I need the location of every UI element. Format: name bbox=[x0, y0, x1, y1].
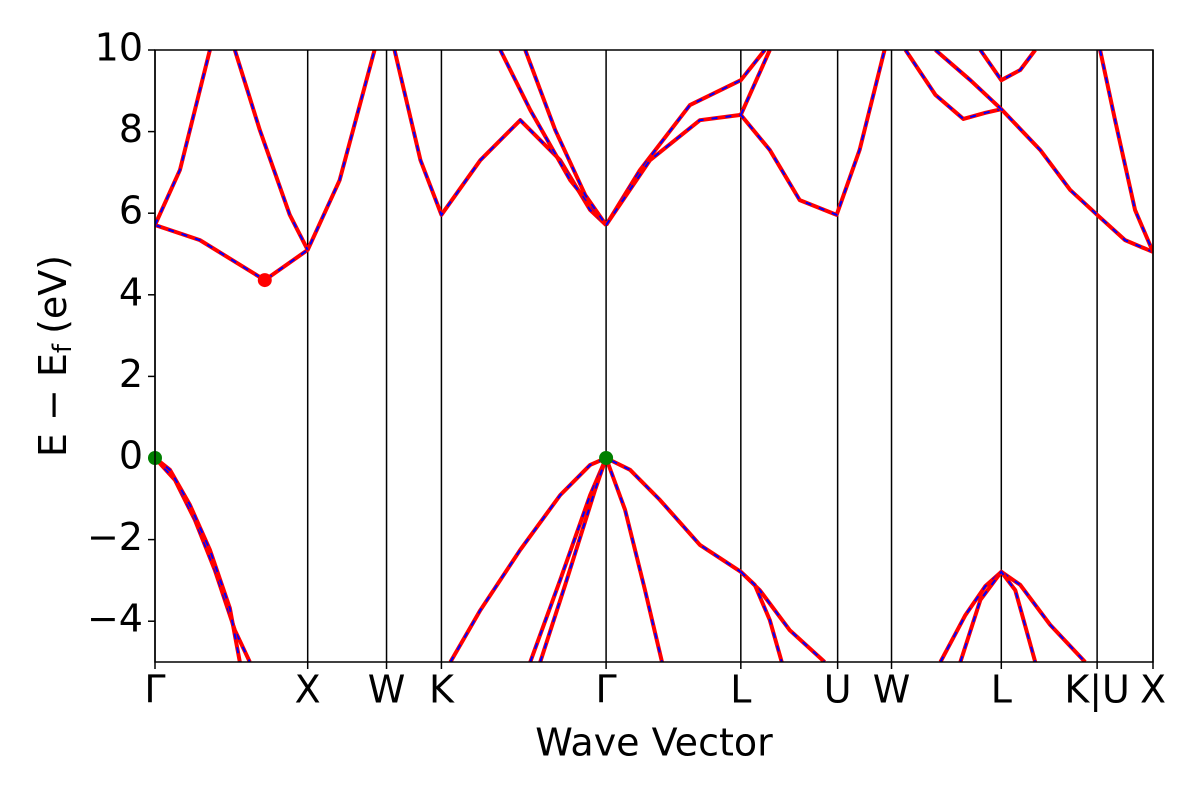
y-axis-label: E − Ef (eV) bbox=[31, 255, 78, 457]
x-tick-label: K|U bbox=[1064, 668, 1130, 713]
band-line-dashed bbox=[524, 50, 607, 226]
y-tick-label: 6 bbox=[119, 189, 143, 233]
x-axis-label: Wave Vector bbox=[535, 721, 773, 765]
band-line-dashed bbox=[1099, 50, 1153, 253]
y-tick-label: −4 bbox=[87, 597, 143, 641]
x-tick-label: U bbox=[824, 668, 852, 712]
x-tick-label: W bbox=[368, 668, 406, 712]
y-tick-label: 0 bbox=[119, 434, 143, 478]
band-line-dashed bbox=[233, 50, 309, 251]
band-line bbox=[958, 569, 1038, 662]
y-tick-label: 8 bbox=[119, 107, 143, 151]
band-line bbox=[232, 50, 310, 251]
band-line-dashed bbox=[155, 457, 251, 662]
band-line-dashed bbox=[739, 50, 771, 116]
x-tick-label: L bbox=[730, 668, 751, 712]
band-line-dashed bbox=[449, 456, 826, 662]
band-line-dashed bbox=[539, 457, 608, 662]
y-label-subscript: f bbox=[48, 343, 78, 353]
plot-area bbox=[155, 50, 1153, 662]
band-line-dashed bbox=[605, 50, 886, 226]
band-line bbox=[155, 456, 242, 662]
band-line-dashed bbox=[155, 50, 211, 226]
y-tick-label: −2 bbox=[87, 515, 143, 559]
band-line-dashed bbox=[393, 50, 607, 226]
band-line bbox=[604, 457, 664, 662]
band-line bbox=[155, 50, 377, 283]
extremum-marker bbox=[257, 273, 272, 288]
x-tick-label: L bbox=[991, 668, 1012, 712]
y-tick-label: 4 bbox=[119, 270, 143, 314]
band-line bbox=[392, 50, 608, 227]
band-line bbox=[155, 50, 212, 226]
x-tick-label: X bbox=[1140, 668, 1166, 712]
band-line-dashed bbox=[740, 571, 783, 662]
plot-frame bbox=[154, 49, 1154, 663]
band-line bbox=[739, 570, 784, 662]
band-line-dashed bbox=[959, 570, 1037, 662]
band-line bbox=[903, 50, 1153, 254]
band-line-dashed bbox=[979, 50, 1037, 82]
band-line-dashed bbox=[934, 50, 1002, 110]
band-line-dashed bbox=[155, 457, 241, 662]
x-tick-label: Γ bbox=[144, 668, 165, 712]
band-line-dashed bbox=[939, 570, 1086, 662]
band-line-dashed bbox=[499, 50, 607, 226]
band-line bbox=[1098, 50, 1153, 253]
y-tick-label: 2 bbox=[119, 352, 143, 396]
y-label-text: E − E bbox=[31, 353, 75, 457]
band-line-dashed bbox=[904, 50, 1153, 253]
x-tick-label: K bbox=[429, 668, 455, 712]
extremum-marker bbox=[599, 451, 614, 465]
y-label-unit: (eV) bbox=[31, 255, 75, 334]
y-tick-label: 10 bbox=[95, 26, 143, 70]
x-tick-label: Γ bbox=[596, 668, 617, 712]
x-tick-label: X bbox=[295, 668, 321, 712]
x-tick-label: W bbox=[873, 668, 911, 712]
